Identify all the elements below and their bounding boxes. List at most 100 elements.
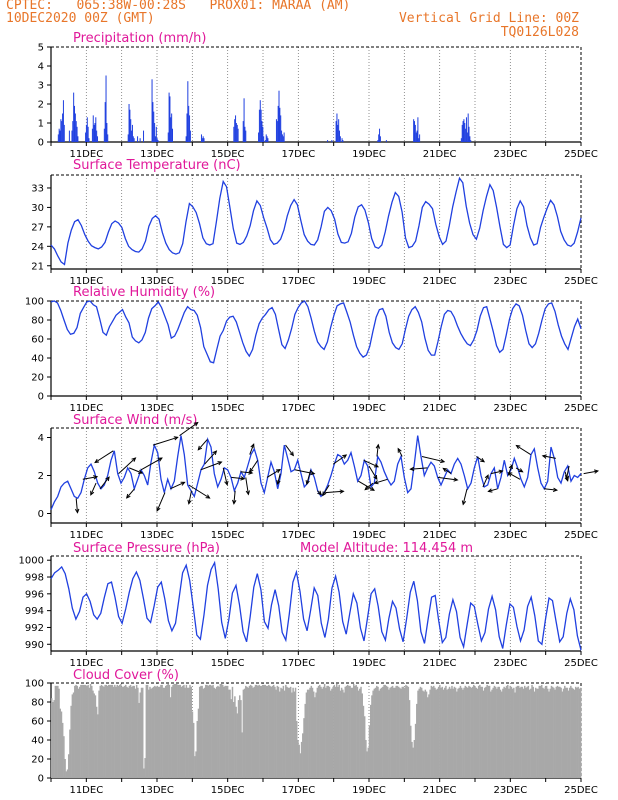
- wind-arrow: [99, 476, 110, 490]
- cloud-bar: [101, 685, 104, 778]
- cloud-bar: [470, 687, 473, 778]
- x-tick-label: 23DEC: [493, 149, 527, 160]
- cloud-bar: [477, 685, 480, 778]
- wind-arrow: [316, 490, 323, 496]
- cloud-bar: [158, 686, 161, 778]
- wind-arrow: [421, 456, 446, 464]
- precip-bar: [62, 113, 64, 142]
- wind-arrow-head: [205, 494, 211, 499]
- cloud-bar: [573, 689, 576, 778]
- cloud-bar: [139, 692, 142, 778]
- precip-bar: [170, 117, 172, 142]
- cloud-bar: [209, 684, 212, 778]
- cloud-bar: [452, 688, 454, 778]
- cloud-bar: [480, 686, 482, 778]
- precip-bar: [105, 75, 107, 142]
- panel-3: 11DEC 13DEC 15DEC 17DEC 19DEC 21DEC 23DEC 25DEC…: [25, 285, 598, 414]
- cloud-bar: [483, 687, 486, 778]
- wind-arrow-head: [397, 447, 402, 453]
- cloud-bar: [181, 685, 184, 778]
- wind-arrow-shaft: [128, 467, 143, 474]
- cloud-bar: [371, 695, 373, 778]
- precip-bar: [260, 109, 262, 142]
- wind-arrow: [231, 476, 246, 481]
- precip-bar: [282, 136, 284, 142]
- cloud-bar: [336, 683, 338, 778]
- cloud-bar: [510, 686, 513, 778]
- cloud-bar: [473, 684, 475, 778]
- cloud-bar: [380, 687, 383, 778]
- cloud-bar: [433, 685, 435, 778]
- wind-arrow-head: [339, 489, 345, 494]
- cloud-bar: [331, 688, 333, 778]
- cloud-bar: [378, 690, 380, 778]
- cloud-bar: [219, 683, 222, 778]
- cloud-bar: [350, 687, 353, 778]
- precip-bar: [85, 132, 87, 142]
- cloud-bar: [466, 687, 469, 778]
- y-tick-label: 996: [25, 589, 44, 600]
- cloud-bar: [298, 744, 300, 778]
- cloud-bar: [481, 686, 484, 778]
- precip-bar: [87, 126, 89, 142]
- cloud-bar: [309, 687, 311, 778]
- precip-bar: [461, 124, 463, 142]
- cloud-bar: [305, 692, 308, 778]
- precip-bar: [169, 96, 171, 142]
- cloud-bar: [502, 688, 504, 778]
- cloud-bar: [394, 687, 396, 778]
- cloud-bar: [491, 689, 493, 778]
- precip-bar: [336, 113, 338, 142]
- wind-arrow-shaft: [490, 470, 503, 475]
- cloud-bar: [175, 683, 178, 778]
- cloud-bar: [562, 688, 565, 778]
- cloud-bar: [373, 688, 376, 778]
- wind-arrow-shaft: [515, 467, 523, 473]
- wind-arrow-head: [453, 477, 459, 482]
- precip-bar: [462, 121, 464, 142]
- precip-bar: [154, 123, 156, 142]
- x-tick-label: 11DEC: [69, 403, 103, 414]
- wind-arrow-head: [93, 475, 99, 480]
- cloud-bar: [416, 703, 418, 778]
- cloud-bar: [293, 691, 296, 778]
- cloud-bar: [205, 684, 207, 778]
- precip-bar: [107, 134, 109, 142]
- wind-arrow: [490, 469, 504, 475]
- cloud-bar: [520, 686, 522, 778]
- cloud-bar: [530, 688, 532, 778]
- wind-arrow-shaft: [516, 445, 531, 456]
- wind-arrow: [437, 476, 459, 482]
- cloud-bar: [230, 699, 233, 778]
- cloud-bar: [526, 686, 528, 778]
- cloud-bar: [334, 686, 337, 778]
- cloud-bar: [54, 685, 57, 778]
- cloud-bar: [127, 687, 129, 778]
- wind-arrow-shaft: [152, 436, 178, 446]
- precip-bar: [339, 136, 341, 142]
- cloud-bar: [228, 689, 230, 778]
- cloud-bar: [434, 687, 436, 778]
- precip-bar: [465, 117, 467, 142]
- cloud-bar: [61, 722, 64, 778]
- cloud-bar: [78, 686, 81, 778]
- wind-arrow: [204, 450, 218, 465]
- cloud-bar: [492, 687, 494, 778]
- cloud-bar: [157, 686, 160, 778]
- cloud-bar: [374, 687, 377, 778]
- precip-bar: [62, 100, 64, 142]
- cloud-bar: [346, 684, 349, 778]
- wind-arrow-head: [593, 469, 600, 474]
- precip-bar: [464, 123, 466, 142]
- panel-4: 11DEC 13DEC 15DEC 17DEC 19DEC 21DEC 23DEC 25DEC…: [38, 413, 600, 541]
- cloud-bar: [377, 686, 379, 778]
- x-tick-label: 15DEC: [211, 276, 245, 287]
- wind-arrow-shaft: [126, 488, 135, 499]
- plot-area: [51, 301, 581, 396]
- wind-arrow: [564, 471, 569, 482]
- cloud-bar: [192, 722, 195, 778]
- cloud-bar: [135, 684, 138, 778]
- wind-arrow: [332, 454, 348, 465]
- cloud-bar: [463, 687, 465, 778]
- cloud-bar: [303, 718, 305, 778]
